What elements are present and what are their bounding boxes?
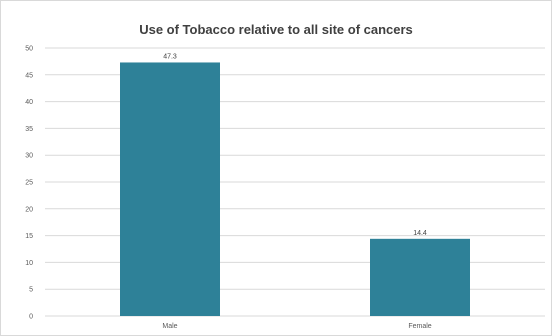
x-tick-label: Male: [162, 323, 177, 330]
y-tick-label: 0: [29, 314, 33, 321]
y-tick-label: 30: [25, 153, 33, 160]
y-tick-label: 50: [25, 46, 33, 53]
bar: [370, 238, 470, 316]
y-tick-label: 20: [25, 206, 33, 213]
y-tick-label: 10: [25, 260, 33, 267]
x-tick-label: Female: [408, 323, 431, 330]
y-tick-label: 5: [29, 287, 33, 294]
y-tick-label: 40: [25, 99, 33, 106]
data-label: 14.4: [413, 230, 427, 237]
y-tick-label: 15: [25, 233, 33, 240]
y-tick-label: 25: [25, 180, 33, 187]
y-tick-label: 35: [25, 126, 33, 133]
bar: [120, 62, 220, 316]
chart-title: Use of Tobacco relative to all site of c…: [139, 22, 413, 37]
data-label: 47.3: [163, 53, 177, 60]
y-tick-label: 45: [25, 72, 33, 79]
